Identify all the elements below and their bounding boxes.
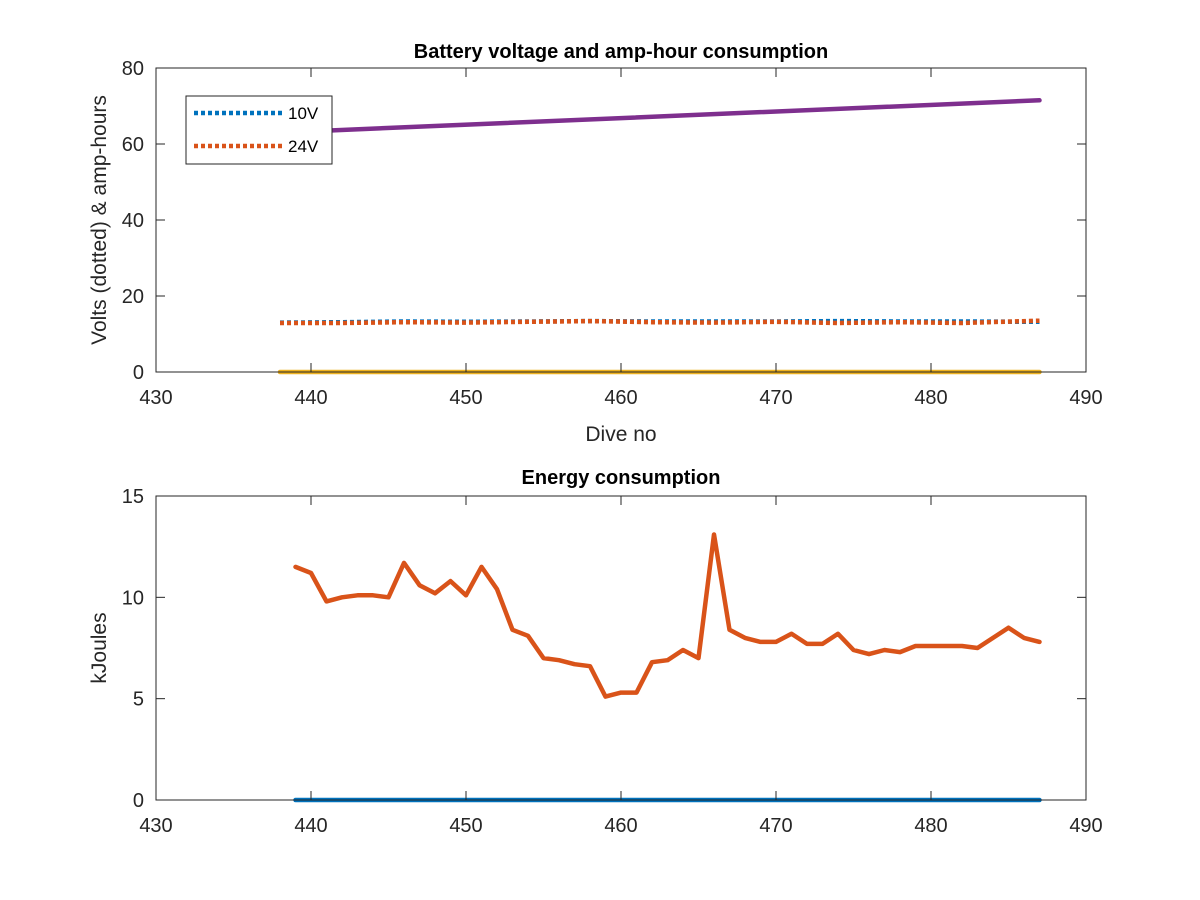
energy-x-tick-label: 430 (139, 815, 172, 837)
energy-y-axis-label: kJoules (88, 612, 111, 683)
energy-x-tick-label: 480 (914, 815, 947, 837)
voltage-y-tick-label: 80 (122, 58, 144, 80)
energy-y-tick-label: 5 (133, 689, 144, 711)
voltage-x-tick-label: 450 (449, 387, 482, 409)
voltage-line-24v (280, 318, 1040, 326)
legend-label-10v: 10V (288, 104, 319, 123)
energy-x-tick-label: 440 (294, 815, 327, 837)
energy-ticks-group: 430 440 450 460 470 480 490 0 5 10 15 (122, 486, 1103, 837)
legend-box (185, 95, 333, 165)
voltage-line-series-2 (277, 98, 1042, 135)
voltage-y-tick-label: 20 (122, 286, 144, 308)
voltage-ticks-group: 430 440 450 460 470 480 490 0 20 40 60 80 (122, 58, 1103, 409)
voltage-x-tick-label: 430 (139, 387, 172, 409)
energy-line-series-1 (293, 532, 1042, 699)
voltage-x-tick-label: 470 (759, 387, 792, 409)
voltage-y-tick-label: 40 (122, 210, 144, 232)
voltage-x-axis-label: Dive no (585, 423, 656, 446)
voltage-y-tick-label: 0 (133, 362, 144, 384)
energy-chart-title: Energy consumption (522, 467, 721, 489)
energy-axes: 430 440 450 460 470 480 490 0 5 10 15 Energy consu… (88, 467, 1103, 837)
voltage-y-axis-label: Volts (dotted) & amp-hours (88, 95, 111, 345)
voltage-x-tick-label: 480 (914, 387, 947, 409)
voltage-chart-title: Battery voltage and amp-hour consumption (414, 41, 828, 63)
energy-x-tick-label: 490 (1069, 815, 1102, 837)
energy-y-tick-label: 0 (133, 790, 144, 812)
voltage-axes: 430 440 450 460 470 480 490 0 20 40 60 80 Battery v… (88, 41, 1103, 446)
voltage-x-tick-label: 490 (1069, 387, 1102, 409)
voltage-y-tick-label: 60 (122, 134, 144, 156)
voltage-legend: 10V 24V (185, 95, 333, 165)
voltage-x-tick-label: 460 (604, 387, 637, 409)
legend-label-24v: 24V (288, 137, 319, 156)
energy-y-tick-label: 10 (122, 587, 144, 609)
energy-x-tick-label: 460 (604, 815, 637, 837)
energy-y-tick-label: 15 (122, 486, 144, 508)
voltage-x-tick-label: 440 (294, 387, 327, 409)
energy-x-tick-label: 450 (449, 815, 482, 837)
energy-x-tick-label: 470 (759, 815, 792, 837)
